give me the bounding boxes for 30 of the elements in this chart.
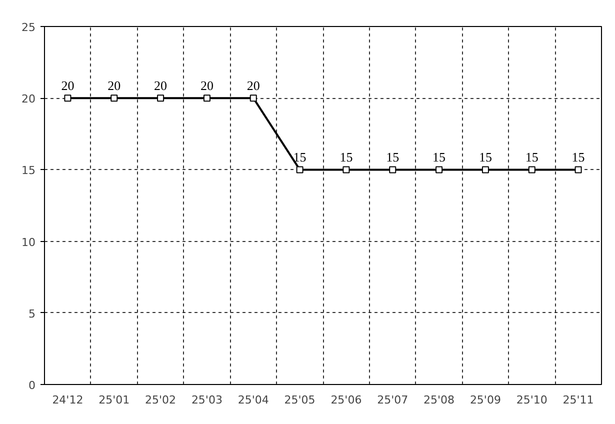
x-tick-label: 25'07 — [377, 394, 408, 406]
x-tick-label: 25'02 — [145, 394, 176, 406]
x-tick-label: 25'10 — [516, 394, 548, 406]
y-tick-label: 5 — [28, 307, 36, 320]
y-tick-label: 10 — [22, 236, 36, 249]
y-tick-label: 0 — [28, 379, 36, 392]
x-tick-label: 25'11 — [562, 394, 594, 406]
y-tick-label: 20 — [22, 92, 36, 106]
data-label: 20 — [61, 78, 74, 94]
x-tick-label: 25'05 — [284, 394, 316, 406]
x-tick-label: 25'08 — [424, 394, 455, 406]
data-label: 15 — [386, 150, 400, 165]
data-label: 15 — [572, 150, 585, 165]
data-label: 20 — [154, 78, 168, 94]
data-label: 20 — [108, 78, 121, 94]
x-tick-label: 25'01 — [98, 394, 130, 406]
x-tick-label: 25'03 — [191, 394, 222, 406]
data-label: 15 — [525, 150, 538, 165]
x-tick-label: 25'09 — [470, 394, 501, 406]
data-label: 15 — [478, 150, 492, 165]
data-label: 15 — [340, 150, 353, 165]
x-tick-label: 25'06 — [330, 394, 362, 406]
y-tick-label: 25 — [22, 21, 36, 34]
data-label: 15 — [293, 150, 306, 165]
x-tick-label: 25'04 — [238, 394, 269, 406]
data-label: 15 — [432, 150, 446, 165]
x-tick-label: 24'12 — [52, 394, 84, 406]
data-label: 20 — [200, 78, 214, 94]
data-label: 20 — [246, 78, 260, 94]
y-tick-label: 15 — [22, 164, 36, 178]
